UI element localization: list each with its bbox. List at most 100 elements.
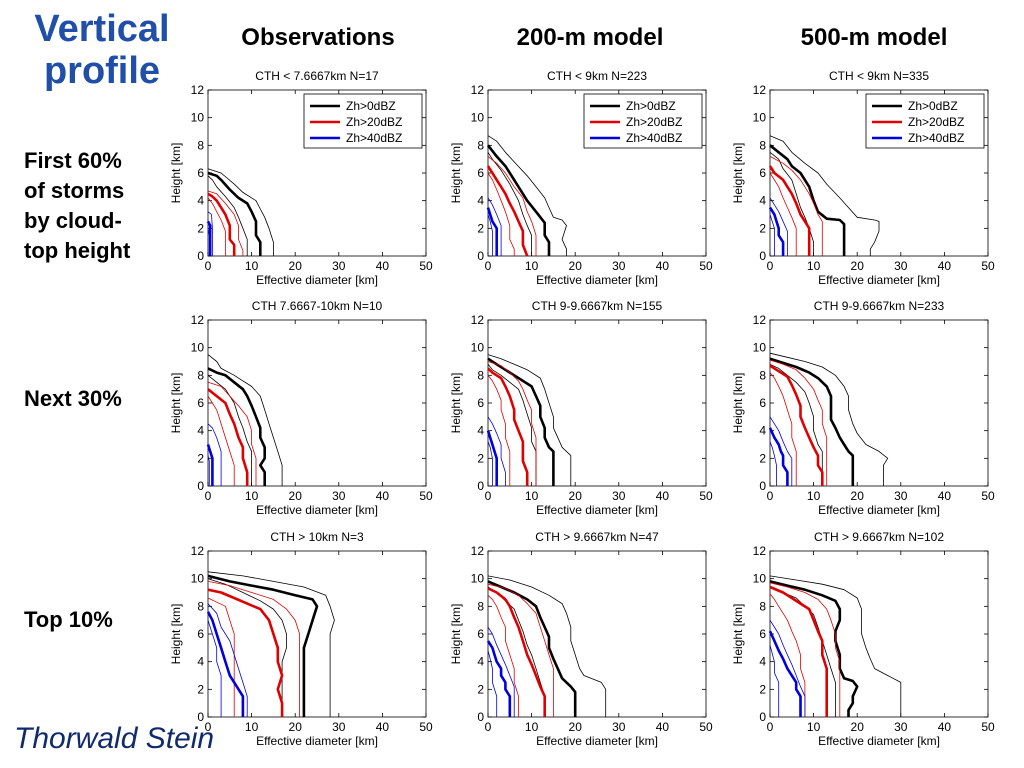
series-line [769, 582, 841, 717]
y-axis-label: Height [km] [731, 143, 745, 204]
plot-area [487, 550, 707, 718]
y-axis-label: Height [km] [449, 373, 463, 434]
series-line [207, 190, 244, 256]
series-line [487, 367, 529, 486]
y-tick-label: 8 [759, 138, 766, 152]
chart-svg: CTH < 9km N=335 0 10 20 30 40 50 0 2 4 6 8 10 12 Effec… [731, 69, 995, 287]
column-header-observations: Observations [241, 24, 395, 51]
row-label-line: Top 10% [24, 607, 113, 632]
y-tick-label: 6 [477, 166, 484, 180]
chart-title: CTH 7.6667-10km N=10 [252, 299, 383, 313]
y-axis-label: Height [km] [731, 604, 745, 665]
series-line [769, 593, 806, 717]
series-line [207, 571, 335, 717]
chart-svg: CTH > 9.6667km N=102 0 10 20 30 40 50 0 2 4 6 8 10 12… [731, 530, 995, 748]
x-tick-label: 50 [981, 720, 995, 734]
row-label-line: top height [24, 238, 131, 263]
x-tick-label: 0 [767, 720, 774, 734]
series-line [207, 581, 300, 717]
x-axis-label: Effective diameter [km] [256, 734, 378, 748]
y-tick-label: 4 [477, 655, 484, 669]
series-line [207, 367, 266, 486]
series-line [769, 372, 797, 486]
series-line [206, 220, 212, 256]
y-tick-label: 6 [197, 396, 204, 410]
series-line [207, 381, 257, 486]
x-tick-label: 50 [699, 259, 713, 273]
series-line [487, 152, 532, 256]
x-tick-label: 30 [612, 259, 626, 273]
x-tick-label: 10 [525, 720, 539, 734]
series-line [486, 165, 529, 257]
y-tick-label: 6 [197, 627, 204, 641]
series-line [769, 197, 788, 256]
legend-entry: Zh>40dBZ [346, 131, 402, 145]
series-line [769, 352, 889, 486]
y-tick-label: 6 [759, 166, 766, 180]
chart-panel-500m-next30: CTH 9-9.6667km N=233 0 10 20 30 40 50 0 2 4 6 8 10 12… [722, 296, 1012, 521]
series-line [768, 427, 789, 486]
y-tick-label: 0 [477, 249, 484, 263]
chart-svg: CTH < 9km N=223 0 10 20 30 40 50 0 2 4 6 8 10 12 Effec… [449, 69, 713, 287]
y-tick-label: 12 [191, 83, 205, 97]
chart-panel-obs-first60: CTH < 7.6667km N=17 0 10 20 30 40 50 0 2 4 6 8 10 12 E… [160, 66, 450, 291]
y-tick-label: 10 [471, 111, 485, 125]
series-line [487, 580, 577, 717]
series-line [768, 630, 802, 717]
series-line [769, 144, 846, 256]
chart-svg: CTH 9-9.6667km N=233 0 10 20 30 40 50 0 2 4 6 8 10 12… [731, 299, 995, 517]
chart-svg: CTH > 10km N=3 0 10 20 30 40 50 0 2 4 6 8 10 12 Effect… [169, 530, 433, 748]
x-tick-label: 40 [376, 489, 390, 503]
x-tick-label: 30 [332, 720, 346, 734]
y-tick-label: 2 [759, 221, 766, 235]
series-line [769, 364, 824, 486]
y-tick-label: 6 [477, 396, 484, 410]
chart-panel-obs-top10: CTH > 10km N=3 0 10 20 30 40 50 0 2 4 6 8 10 12 Effect… [160, 527, 450, 752]
chart-panel-200m-next30: CTH 9-9.6667km N=155 0 10 20 30 40 50 0 2 4 6 8 10 12… [440, 296, 730, 521]
y-tick-label: 0 [477, 710, 484, 724]
x-tick-label: 50 [981, 259, 995, 273]
x-tick-label: 0 [205, 720, 212, 734]
x-tick-label: 20 [851, 489, 865, 503]
plot-area [207, 319, 427, 487]
y-tick-label: 10 [191, 341, 205, 355]
series-line [769, 416, 793, 486]
series-line [487, 441, 493, 486]
y-tick-label: 2 [477, 221, 484, 235]
x-axis-label: Effective diameter [km] [818, 273, 940, 287]
y-tick-label: 8 [197, 368, 204, 382]
series-line [207, 395, 235, 486]
y-tick-label: 8 [477, 599, 484, 613]
x-tick-label: 0 [205, 259, 212, 273]
y-tick-label: 4 [197, 194, 204, 208]
series-line [487, 214, 493, 256]
series-line [487, 575, 607, 717]
series-line [207, 423, 222, 486]
y-tick-label: 2 [477, 451, 484, 465]
series-line [487, 156, 537, 256]
x-axis-label: Effective diameter [km] [818, 734, 940, 748]
x-tick-label: 20 [569, 259, 583, 273]
chart-svg: CTH > 9.6667km N=47 0 10 20 30 40 50 0 2 4 6 8 10 12 E… [449, 530, 713, 748]
y-tick-label: 0 [197, 479, 204, 493]
y-tick-label: 12 [753, 83, 767, 97]
y-tick-label: 4 [197, 655, 204, 669]
chart-svg: CTH 7.6667-10km N=10 0 10 20 30 40 50 0 2 4 6 8 10 12… [169, 299, 433, 517]
y-tick-label: 8 [477, 368, 484, 382]
chart-title: CTH > 10km N=3 [270, 530, 364, 544]
x-tick-label: 50 [699, 489, 713, 503]
y-tick-label: 12 [471, 83, 485, 97]
x-tick-label: 40 [938, 489, 952, 503]
y-axis-label: Height [km] [449, 143, 463, 204]
y-tick-label: 6 [759, 396, 766, 410]
legend-entry: Zh>40dBZ [626, 131, 682, 145]
y-tick-label: 0 [197, 710, 204, 724]
x-tick-label: 30 [894, 259, 908, 273]
legend-entry: Zh>20dBZ [346, 115, 402, 129]
y-tick-label: 4 [477, 194, 484, 208]
x-axis-label: Effective diameter [km] [536, 273, 658, 287]
chart-panel-500m-top10: CTH > 9.6667km N=102 0 10 20 30 40 50 0 2 4 6 8 10 12… [722, 527, 1012, 752]
y-tick-label: 0 [759, 479, 766, 493]
chart-title: CTH > 9.6667km N=47 [535, 530, 659, 544]
series-line [769, 357, 855, 486]
